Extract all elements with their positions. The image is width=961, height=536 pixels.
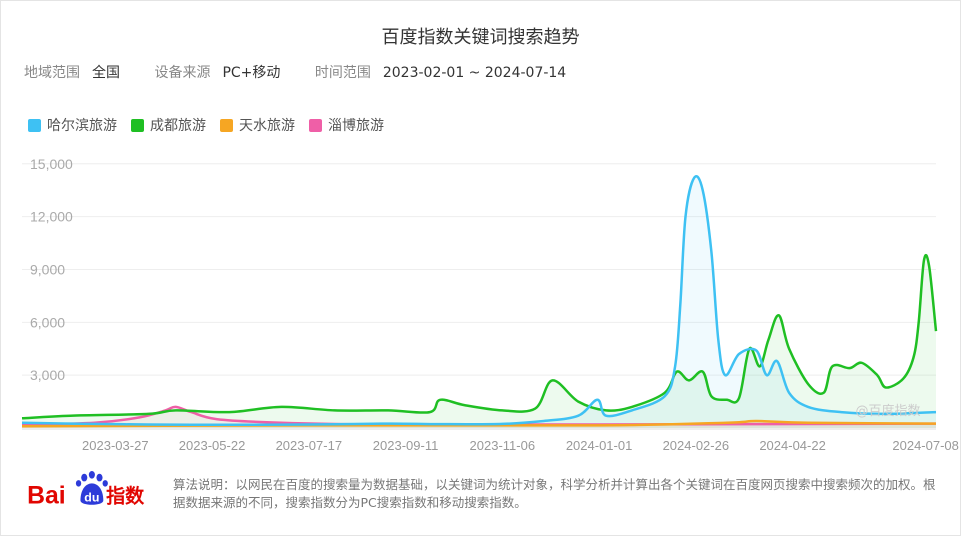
logo-du: du	[84, 490, 99, 504]
y-tick-label: 9,000	[30, 261, 65, 277]
y-tick-label: 12,000	[30, 209, 73, 225]
algorithm-note: 算法说明：以网民在百度的搜索量为数据基础，以关键词为统计对象，科学分析并计算出各…	[173, 477, 936, 510]
page-title: 百度指数关键词搜索趋势	[381, 27, 580, 48]
legend-swatch	[220, 118, 233, 132]
device-label: 设备来源	[154, 65, 211, 81]
region-filter[interactable]: 地域范围 全国	[24, 65, 120, 81]
x-tick-label: 2024-07-08	[892, 438, 959, 453]
device-filter[interactable]: 设备来源 PC+移动	[154, 65, 280, 81]
legend-item-chengdu[interactable]: 成都旅游	[131, 115, 206, 135]
baidu-index-logo: Bai du 指数	[27, 470, 145, 509]
x-tick-label: 2024-02-26	[663, 438, 730, 453]
legend-swatch	[309, 118, 322, 132]
legend-label: 淄博旅游	[328, 118, 384, 134]
region-label: 地域范围	[24, 65, 80, 81]
x-tick-label: 2023-07-17	[276, 438, 343, 453]
x-tick-label: 2024-01-01	[566, 438, 633, 453]
filter-bar: 地域范围 全国 设备来源 PC+移动 时间范围 2023-02-01 ~ 2024-0…	[24, 62, 596, 82]
chart-legend: 哈尔滨旅游 成都旅游 天水旅游 淄博旅游	[28, 115, 398, 135]
y-tick-label: 6,000	[30, 314, 65, 330]
legend-item-tianshui[interactable]: 天水旅游	[220, 115, 295, 135]
time-label: 时间范围	[314, 65, 371, 81]
legend-label: 天水旅游	[239, 118, 295, 134]
legend-item-zibo[interactable]: 淄博旅游	[309, 115, 384, 135]
series-area-chengdu	[22, 255, 936, 428]
y-tick-label: 15,000	[30, 156, 73, 172]
x-tick-label: 2023-09-11	[373, 438, 439, 453]
x-tick-label: 2023-03-27	[82, 438, 149, 453]
series-line-chengdu	[21, 253, 938, 420]
time-value: 2023-02-01 ~ 2024-07-14	[382, 65, 567, 81]
legend-label: 成都旅游	[150, 118, 206, 134]
legend-swatch	[131, 118, 144, 132]
time-filter[interactable]: 时间范围 2023-02-01 ~ 2024-07-14	[315, 65, 566, 81]
series-area-harbin	[22, 176, 936, 428]
trend-chart[interactable]: 3,000 6,000 9,000 12,000 15,000 2023-03-27 202…	[0, 150, 961, 460]
x-tick-label: 2023-05-22	[179, 438, 246, 453]
legend-swatch	[28, 118, 41, 132]
device-value: PC+移动	[222, 65, 281, 81]
paw-icon	[75, 470, 108, 505]
watermark: @百度指数	[855, 403, 920, 419]
x-tick-label: 2024-04-22	[759, 438, 826, 453]
series-line-harbin	[21, 174, 937, 427]
logo-bai: Bai	[27, 482, 66, 509]
legend-item-harbin[interactable]: 哈尔滨旅游	[28, 115, 117, 135]
x-tick-label: 2023-11-06	[470, 438, 536, 453]
logo-zhishu: 指数	[106, 484, 145, 507]
region-value: 全国	[92, 65, 120, 81]
y-tick-label: 3,000	[30, 367, 65, 383]
legend-label: 哈尔滨旅游	[47, 118, 117, 134]
